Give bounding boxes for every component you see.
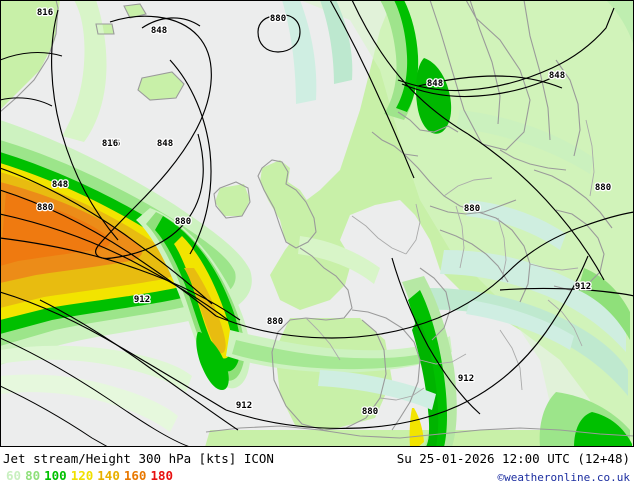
model-run-timestamp: Su 25-01-2026 12:00 UTC (12+48) (396, 451, 630, 466)
contour-label: 848 (151, 26, 167, 36)
contour-label: 848 (549, 71, 565, 81)
footer-bar: Jet stream/Height 300 hPa [kts] ICON Su … (0, 447, 634, 490)
contour-label: 912 (236, 401, 252, 411)
contour-label: 912 (458, 374, 474, 384)
legend-value-120: 120 (70, 468, 94, 483)
copyright-credit: ©weatheronline.co.uk (497, 471, 630, 484)
contour-label-layer: 8168168168488488488488488808808808808808… (36, 7, 613, 419)
contour-label: 816 (37, 8, 53, 18)
speed-legend: 60 80 100 120 140 160 180 (6, 468, 174, 483)
contour-label: 880 (464, 204, 480, 214)
contour-label: 848 (52, 180, 68, 190)
legend-value-180: 180 (150, 468, 174, 483)
legend-value-80: 80 (25, 468, 41, 483)
legend-value-160: 160 (123, 468, 147, 483)
contour-label: 880 (267, 317, 283, 327)
contour-label: 912 (575, 282, 591, 292)
contour-label: 816 (102, 139, 118, 149)
chart-title: Jet stream/Height 300 hPa [kts] ICON (3, 451, 274, 466)
contour-label: 848 (157, 139, 173, 149)
height-contour-layer (0, 0, 634, 447)
map-area[interactable]: 816 816 816 848 848 848 848 848 880 880 880 880 880 8… (0, 0, 634, 447)
contour-label: 816 (104, 139, 120, 149)
contour-label: 880 (595, 183, 611, 193)
coastline-layer (0, 0, 634, 439)
legend-value-140: 140 (97, 468, 120, 483)
contour-label: 912 (134, 295, 150, 305)
contour-label: 880 (270, 14, 286, 24)
contour-label: 880 (175, 217, 191, 227)
weather-map-svg[interactable]: 8168168168488488488488488808808808808808… (0, 0, 634, 447)
jet-stream-shading-layer (0, 0, 634, 447)
contour-label: 848 (427, 79, 443, 89)
contour-label: 880 (362, 407, 378, 417)
legend-value-100: 100 (44, 468, 67, 483)
contour-label: 880 (37, 203, 53, 213)
legend-value-60: 60 (6, 468, 22, 483)
